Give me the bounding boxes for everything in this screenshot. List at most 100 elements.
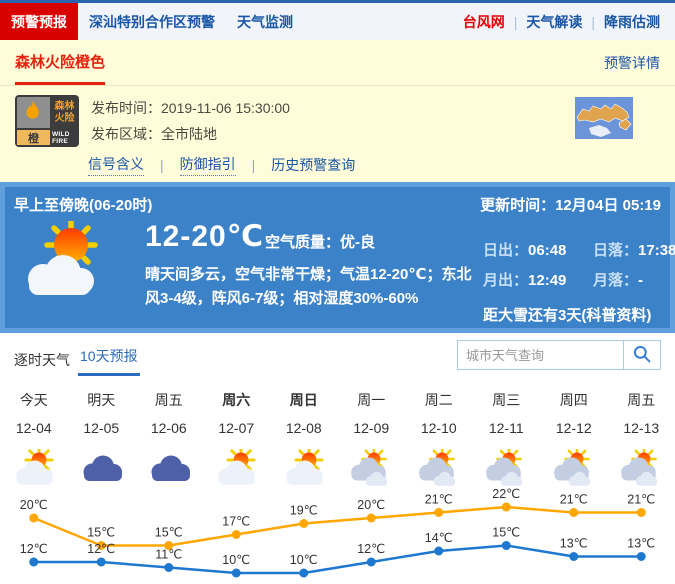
- sun-clouds-icon: [540, 443, 608, 493]
- temp-low-point: [164, 563, 174, 572]
- current-weather-panel: 早上至傍晚(06-20时) 更新时间：12月04日 05:19 12-20℃ 空…: [0, 182, 675, 333]
- forecast-column-12-11[interactable]: 周三 12-11: [473, 387, 541, 493]
- forecast-date-label: 12-12: [555, 420, 592, 436]
- forecast-day-label: 周六: [222, 392, 251, 408]
- temp-low-label: 15℃: [492, 526, 520, 540]
- temp-high-point: [569, 508, 579, 517]
- temp-low-point: [569, 552, 579, 561]
- forecast-day-label: 周五: [627, 392, 656, 408]
- forecast-date-label: 12-11: [488, 420, 524, 436]
- forecast-section: 逐时天气 10天预报 今天 12-04 明天 12-05 周五 12-06 周六 12-…: [0, 333, 675, 584]
- forecast-column-12-07[interactable]: 周六 12-07: [203, 387, 271, 493]
- period-label: 早上至傍晚(06-20时): [14, 197, 153, 214]
- warning-body: 森林 火险 橙 WILD FIRE 发布时间：2019-11-06 15:30:…: [0, 86, 675, 147]
- warning-links: 信号含义 | 防御指引 | 历史预警查询: [0, 154, 675, 176]
- forecast-day-label: 周四: [559, 392, 588, 408]
- forecast-date-label: 12-05: [83, 420, 120, 436]
- temp-high-point: [434, 508, 444, 517]
- search-icon: [632, 344, 652, 367]
- forecast-day-label: 周日: [289, 392, 318, 408]
- sunrise: 日出：06:48: [483, 242, 567, 259]
- forecast-day-label: 周一: [357, 392, 386, 408]
- forecast-columns: 今天 12-04 明天 12-05 周五 12-06 周六 12-07 周日 12-08 …: [0, 387, 675, 493]
- search-button[interactable]: [623, 341, 660, 369]
- temp-high-label: 20℃: [20, 498, 48, 512]
- temp-low-label: 13℃: [627, 537, 655, 551]
- forecast-column-12-06[interactable]: 周五 12-06: [135, 387, 203, 493]
- temp-high-label: 22℃: [492, 487, 520, 501]
- publish-time-row: 发布时间：2019-11-06 15:30:00: [91, 100, 290, 116]
- flame-icon: [17, 97, 50, 128]
- tab-weather-monitor[interactable]: 天气监测: [237, 13, 293, 30]
- forecast-column-12-12[interactable]: 周四 12-12: [540, 387, 608, 493]
- sun-clouds-icon: [405, 443, 473, 493]
- warning-icon-name: 森林 火险: [52, 97, 77, 128]
- sun-cloud-icon: [0, 443, 68, 493]
- nav-spacer: [304, 3, 454, 40]
- city-search-input[interactable]: [458, 341, 623, 369]
- sun-clouds-icon: [473, 443, 541, 493]
- tab-warning-forecast[interactable]: 预警预报: [0, 3, 78, 40]
- forecast-column-12-08[interactable]: 周日 12-08: [270, 387, 338, 493]
- tab-wildfire-orange-warning[interactable]: 森林火险橙色: [15, 40, 106, 85]
- link-rain-estimate[interactable]: 降雨估测: [604, 13, 660, 30]
- temp-high-point: [299, 519, 309, 528]
- link-warning-history[interactable]: 历史预警查询: [271, 157, 356, 173]
- moonset: 月落：-: [593, 272, 644, 289]
- tab-hourly-weather[interactable]: 逐时天气: [14, 352, 70, 368]
- temp-high-point: [231, 530, 241, 539]
- solar-term-countdown[interactable]: 距大雪还有3天(科普资料): [483, 307, 652, 324]
- forecast-column-12-04[interactable]: 今天 12-04: [0, 387, 68, 493]
- link-typhoon-net[interactable]: 台风网: [462, 13, 505, 30]
- temp-high-label: 15℃: [155, 526, 183, 540]
- temp-low-label: 14℃: [425, 531, 453, 545]
- forecast-column-12-13[interactable]: 周五 12-13: [608, 387, 675, 493]
- temp-high-point: [501, 502, 511, 512]
- tab-ten-day-forecast[interactable]: 10天预报: [78, 346, 140, 376]
- forecast-tab-row: 逐时天气 10天预报: [0, 333, 675, 379]
- link-weather-explain[interactable]: 天气解读: [526, 13, 583, 30]
- nav-separator: |: [591, 13, 595, 30]
- temp-high-point: [96, 541, 106, 550]
- temp-high-label: 15℃: [87, 526, 115, 540]
- wildfire-warning-icon: 森林 火险 橙 WILD FIRE: [15, 95, 79, 147]
- temp-low-label: 11℃: [155, 548, 182, 562]
- temp-low-point: [96, 557, 106, 567]
- warning-icon-level: 橙: [17, 130, 50, 145]
- sun-behind-cloud-icon: [19, 218, 111, 301]
- forecast-date-label: 12-07: [218, 420, 255, 436]
- forecast-date-label: 12-09: [353, 420, 390, 436]
- sun-clouds-icon: [608, 443, 675, 493]
- forecast-day-label: 明天: [87, 392, 116, 408]
- temp-low-label: 12℃: [87, 542, 115, 556]
- sun-cloud-icon: [270, 443, 338, 493]
- temp-high-label: 20℃: [357, 498, 385, 512]
- temp-low-label: 10℃: [290, 553, 318, 567]
- temp-high-point: [636, 508, 646, 517]
- temp-high-point: [164, 541, 174, 550]
- warning-icon-en-label: WILD FIRE: [52, 130, 77, 145]
- update-time: 更新时间：12月04日 05:19: [480, 197, 661, 214]
- temp-high-point: [366, 513, 376, 523]
- link-signal-meaning[interactable]: 信号含义: [88, 154, 144, 176]
- forecast-column-12-09[interactable]: 周一 12-09: [338, 387, 406, 493]
- temperature-trend-chart: 20℃ 15℃ 15℃ 17℃ 19℃ 20℃ 21℃ 22℃ 21℃ 21℃ 12℃ 12℃ 11℃ 1…: [20, 487, 655, 578]
- forecast-day-label: 今天: [19, 392, 48, 408]
- link-defense-guide[interactable]: 防御指引: [179, 154, 236, 176]
- top-nav: 预警预报 深汕特别合作区预警 天气监测 台风网 | 天气解读 | 降雨估测: [0, 0, 675, 40]
- forecast-day-label: 周三: [492, 392, 521, 408]
- temp-high-label: 19℃: [290, 504, 318, 518]
- temp-low-point: [636, 552, 646, 561]
- forecast-date-label: 12-10: [420, 420, 457, 436]
- sunset: 日落：17:38: [593, 242, 675, 259]
- forecast-day-label: 周二: [424, 392, 453, 408]
- shenzhen-warning-map[interactable]: [575, 97, 633, 139]
- link-warning-detail[interactable]: 预警详情: [604, 54, 660, 71]
- forecast-column-12-10[interactable]: 周二 12-10: [405, 387, 473, 493]
- forecast-date-label: 12-08: [285, 420, 322, 436]
- moonrise: 月出：12:49: [483, 272, 567, 289]
- temp-low-point: [231, 568, 241, 578]
- city-search-box: [457, 340, 661, 370]
- tab-shenshan-warning[interactable]: 深汕特别合作区预警: [89, 13, 215, 30]
- forecast-column-12-05[interactable]: 明天 12-05: [68, 387, 136, 493]
